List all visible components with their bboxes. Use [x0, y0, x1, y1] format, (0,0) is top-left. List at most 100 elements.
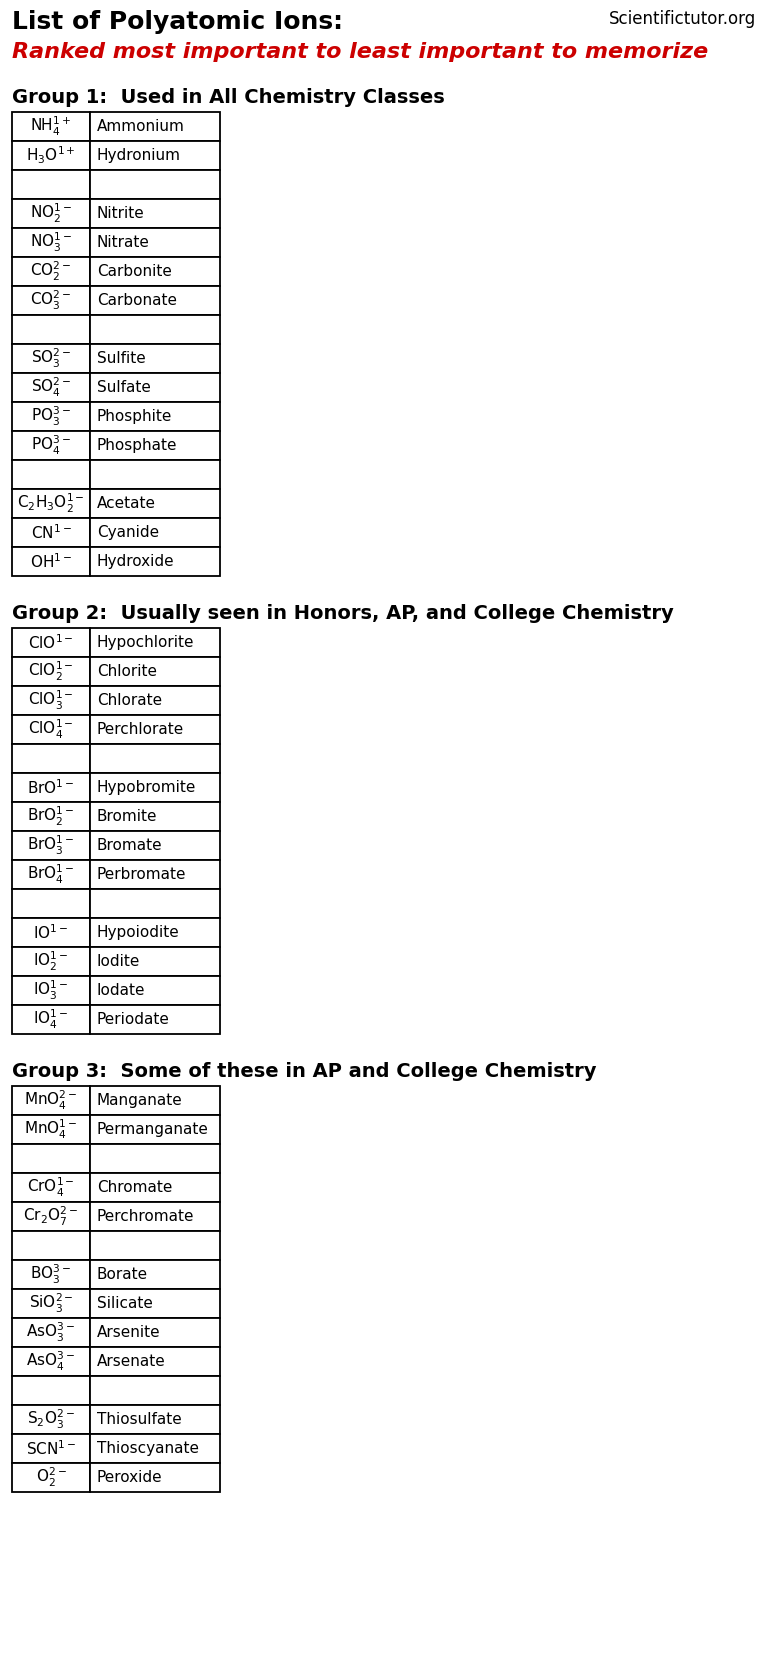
Text: Bromite: Bromite	[97, 810, 157, 825]
Text: BrO$^{1-}$: BrO$^{1-}$	[27, 778, 74, 796]
Text: Ranked most important to least important to memorize: Ranked most important to least important…	[12, 42, 708, 62]
Text: CO$_2^{2-}$: CO$_2^{2-}$	[30, 259, 71, 283]
Bar	[90, 460, 220, 489]
Text: Carbonite: Carbonite	[97, 264, 172, 279]
Text: SCN$^{1-}$: SCN$^{1-}$	[25, 1439, 76, 1457]
Bar	[90, 686, 220, 714]
Bar	[12, 918, 90, 947]
Text: MnO$_4^{1-}$: MnO$_4^{1-}$	[24, 1118, 78, 1141]
Text: Nitrite: Nitrite	[97, 206, 144, 221]
Text: Arsenate: Arsenate	[97, 1353, 166, 1369]
Bar	[12, 171, 90, 199]
Text: SO$_4^{2-}$: SO$_4^{2-}$	[31, 376, 71, 400]
Bar	[90, 801, 220, 831]
Bar	[12, 258, 90, 286]
Text: Peroxide: Peroxide	[97, 1471, 163, 1486]
Text: NH$_4^{1+}$: NH$_4^{1+}$	[31, 115, 71, 139]
Bar	[12, 1201, 90, 1231]
Bar	[12, 627, 90, 657]
Bar	[12, 773, 90, 801]
Bar	[90, 1318, 220, 1347]
Bar	[12, 228, 90, 258]
Bar	[12, 1405, 90, 1434]
Text: Sulfate: Sulfate	[97, 380, 151, 395]
Text: Hypochlorite: Hypochlorite	[97, 636, 194, 651]
Text: IO$_4^{1-}$: IO$_4^{1-}$	[33, 1007, 68, 1031]
Bar	[12, 286, 90, 315]
Bar	[90, 888, 220, 918]
Bar	[90, 1434, 220, 1462]
Bar	[90, 947, 220, 975]
Text: O$_2^{2-}$: O$_2^{2-}$	[35, 1466, 66, 1489]
Bar	[90, 1173, 220, 1201]
Bar	[12, 1173, 90, 1201]
Text: Perchlorate: Perchlorate	[97, 723, 184, 738]
Text: Carbonate: Carbonate	[97, 293, 177, 308]
Bar	[90, 744, 220, 773]
Text: Permanganate: Permanganate	[97, 1123, 209, 1138]
Text: CO$_3^{2-}$: CO$_3^{2-}$	[30, 289, 71, 313]
Text: SiO$_3^{2-}$: SiO$_3^{2-}$	[28, 1292, 74, 1315]
Bar	[12, 801, 90, 831]
Bar	[12, 519, 90, 547]
Bar	[90, 345, 220, 373]
Bar	[12, 199, 90, 228]
Text: Group 3:  Some of these in AP and College Chemistry: Group 3: Some of these in AP and College…	[12, 1062, 597, 1081]
Text: Hypobromite: Hypobromite	[97, 780, 197, 795]
Bar	[12, 1005, 90, 1034]
Text: Silicate: Silicate	[97, 1297, 153, 1312]
Bar	[12, 345, 90, 373]
Bar	[12, 1462, 90, 1492]
Bar	[12, 402, 90, 432]
Text: AsO$_3^{3-}$: AsO$_3^{3-}$	[26, 1322, 75, 1343]
Bar	[90, 432, 220, 460]
Bar	[90, 1231, 220, 1260]
Text: PO$_4^{3-}$: PO$_4^{3-}$	[31, 433, 71, 457]
Text: Group 1:  Used in All Chemistry Classes: Group 1: Used in All Chemistry Classes	[12, 89, 445, 107]
Text: SO$_3^{2-}$: SO$_3^{2-}$	[31, 346, 71, 370]
Bar	[12, 1144, 90, 1173]
Bar	[12, 947, 90, 975]
Text: Arsenite: Arsenite	[97, 1325, 161, 1340]
Text: Perbromate: Perbromate	[97, 867, 187, 882]
Text: Ammonium: Ammonium	[97, 119, 185, 134]
Text: ClO$_4^{1-}$: ClO$_4^{1-}$	[28, 718, 74, 741]
Bar	[12, 547, 90, 576]
Text: Phosphite: Phosphite	[97, 408, 172, 423]
Text: Chlorite: Chlorite	[97, 664, 157, 679]
Text: CN$^{1-}$: CN$^{1-}$	[31, 524, 71, 542]
Text: Chlorate: Chlorate	[97, 693, 162, 708]
Text: Group 2:  Usually seen in Honors, AP, and College Chemistry: Group 2: Usually seen in Honors, AP, and…	[12, 604, 674, 622]
Bar	[12, 1288, 90, 1318]
Bar	[90, 773, 220, 801]
Text: Sulfite: Sulfite	[97, 351, 146, 366]
Text: Thioscyanate: Thioscyanate	[97, 1440, 199, 1456]
Bar	[90, 1375, 220, 1405]
Bar	[12, 141, 90, 171]
Text: ClO$_3^{1-}$: ClO$_3^{1-}$	[28, 689, 74, 713]
Text: BrO$_4^{1-}$: BrO$_4^{1-}$	[27, 863, 74, 887]
Text: Cr$_2$O$_7^{2-}$: Cr$_2$O$_7^{2-}$	[24, 1205, 78, 1228]
Bar	[90, 975, 220, 1005]
Text: IO$_2^{1-}$: IO$_2^{1-}$	[33, 950, 68, 974]
Bar	[90, 1260, 220, 1288]
Text: OH$^{1-}$: OH$^{1-}$	[30, 552, 72, 570]
Bar	[12, 460, 90, 489]
Bar	[90, 489, 220, 519]
Text: ClO$_2^{1-}$: ClO$_2^{1-}$	[28, 659, 74, 683]
Bar	[90, 519, 220, 547]
Bar	[12, 1434, 90, 1462]
Text: Bromate: Bromate	[97, 838, 163, 853]
Text: Nitrate: Nitrate	[97, 234, 150, 249]
Text: Chromate: Chromate	[97, 1179, 172, 1195]
Bar	[12, 315, 90, 345]
Text: Perchromate: Perchromate	[97, 1210, 194, 1225]
Bar	[12, 489, 90, 519]
Bar	[90, 714, 220, 744]
Text: Hypoiodite: Hypoiodite	[97, 925, 180, 940]
Text: BO$_3^{3-}$: BO$_3^{3-}$	[31, 1263, 71, 1287]
Text: Cyanide: Cyanide	[97, 525, 159, 540]
Bar	[12, 975, 90, 1005]
Bar	[90, 1288, 220, 1318]
Bar	[12, 657, 90, 686]
